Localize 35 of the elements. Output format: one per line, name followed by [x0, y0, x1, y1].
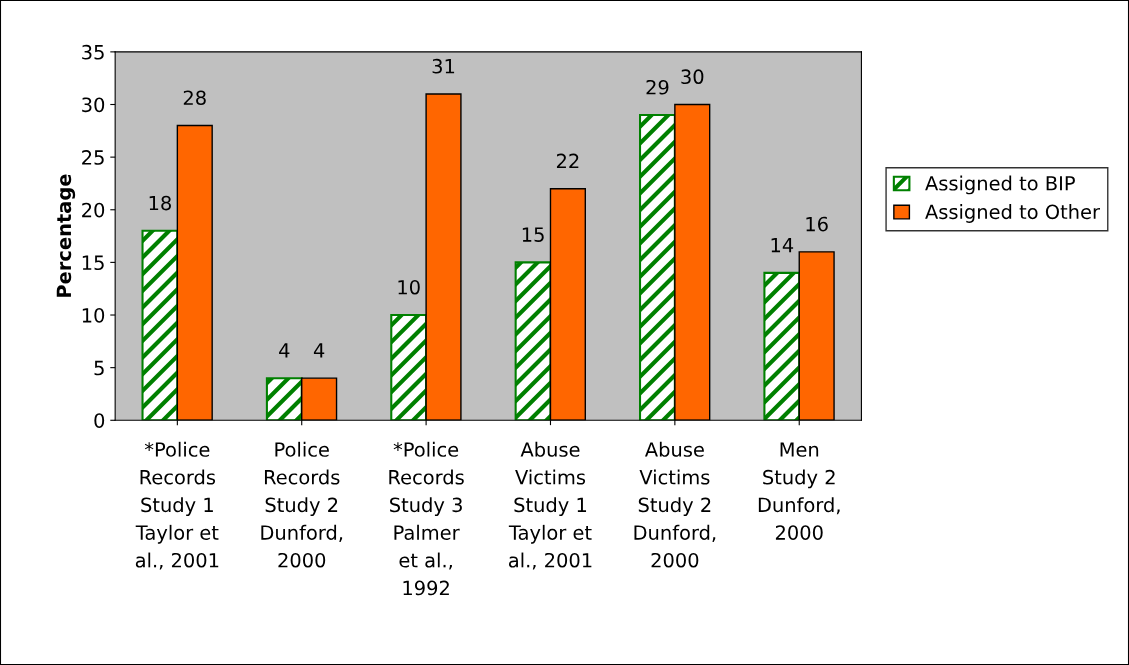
bar — [763, 271, 801, 421]
y-tick-label: 15 — [82, 255, 104, 271]
data-label: 15 — [522, 227, 544, 242]
data-label: 18 — [149, 195, 171, 211]
legend-label: Assigned to Other — [925, 204, 1100, 223]
y-tick-label: 10 — [82, 307, 105, 323]
data-label: 14 — [771, 238, 794, 253]
bar — [141, 229, 179, 421]
data-label: 10 — [398, 279, 420, 295]
y-tick-label: 30 — [82, 97, 105, 113]
x-tick-label: *Police Records Study 3 Palmer et al., 1992 — [389, 441, 464, 596]
y-tick-label: 0 — [94, 413, 105, 428]
data-label: 4 — [313, 343, 325, 358]
x-tick-label: *Police Records Study 1 Taylor et al., 2001 — [135, 441, 219, 570]
x-tick-label: Police Records Study 2 Dunford, 2000 — [261, 441, 343, 568]
bar — [265, 377, 303, 421]
legend-label: Assigned to BIP — [925, 175, 1075, 195]
data-label: 16 — [806, 216, 828, 232]
y-tick-label: 5 — [94, 360, 104, 376]
x-tick-label: Abuse Victims Study 1 Taylor et al., 2001 — [508, 441, 592, 570]
data-label: 30 — [681, 69, 704, 85]
data-label: 22 — [556, 153, 579, 168]
y-tick-label: 25 — [82, 150, 104, 165]
y-axis-title: Percentage — [56, 174, 76, 297]
y-tick-label: 35 — [82, 44, 104, 60]
y-tick-label: 20 — [82, 202, 105, 218]
data-label: 28 — [183, 90, 206, 106]
bar — [514, 261, 552, 421]
x-tick-label: Abuse Victims Study 2 Dunford, 2000 — [634, 441, 716, 568]
bar — [390, 313, 428, 421]
data-label: 31 — [432, 58, 455, 74]
x-tick-label: Men Study 2 Dunford, 2000 — [758, 442, 840, 540]
data-label: 4 — [279, 343, 290, 358]
data-label: 29 — [646, 79, 669, 95]
bar — [638, 113, 676, 421]
